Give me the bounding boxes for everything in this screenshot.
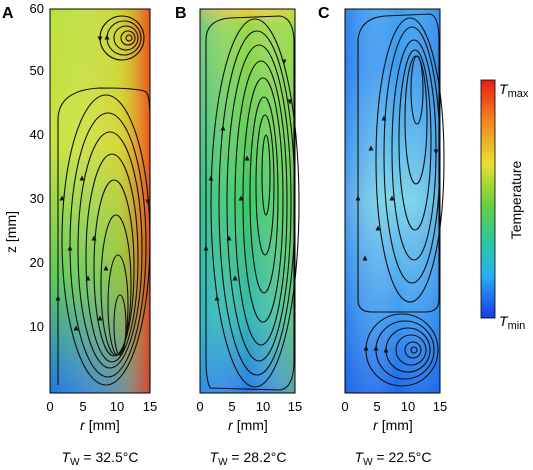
colorbar-min-label: Tmin — [499, 313, 525, 332]
y-axis: 10 20 30 40 50 60 z [mm] — [3, 1, 44, 334]
x-tick-label: 5 — [228, 399, 235, 414]
streamlines-upper-cell — [355, 13, 445, 313]
panel-b: B — [175, 5, 300, 394]
colorbar-title: Temperature — [508, 160, 524, 239]
wall-temperature-caption-a: TW = 32.5°C — [62, 449, 139, 468]
x-tick-label: 10 — [256, 399, 270, 414]
colorbar-gradient — [480, 79, 496, 319]
colorbar-max-label: Tmax — [499, 81, 529, 100]
panel-c: C — [318, 5, 445, 394]
x-axis-c: 0 5 10 15 r [mm] — [341, 399, 447, 433]
panel-letter: C — [318, 5, 330, 22]
x-tick-label: 15 — [288, 399, 302, 414]
x-tick-label: 0 — [196, 399, 203, 414]
x-axis-label: r [mm] — [373, 417, 413, 433]
y-tick-label: 40 — [30, 127, 44, 142]
y-tick-label: 30 — [30, 191, 44, 206]
panel-letter: A — [2, 5, 14, 22]
x-tick-label: 10 — [401, 399, 415, 414]
y-tick-label: 20 — [30, 255, 44, 270]
y-tick-label: 50 — [30, 63, 44, 78]
x-tick-label: 0 — [46, 399, 53, 414]
x-axis-b: 0 5 10 15 r [mm] — [196, 399, 302, 433]
x-tick-label: 5 — [373, 399, 380, 414]
y-axis-label: z [mm] — [3, 211, 19, 253]
colorbar: Tmax Tmin Temperature — [480, 79, 529, 332]
y-tick-label: 10 — [30, 319, 44, 334]
x-tick-label: 10 — [110, 399, 124, 414]
x-tick-label: 0 — [341, 399, 348, 414]
temperature-wall-gradient — [345, 9, 440, 393]
streamlines-lower-cell — [55, 87, 151, 386]
x-axis-a: 0 5 10 15 r [mm] — [46, 399, 157, 433]
streamlines-single-cell — [203, 15, 300, 391]
x-tick-label: 15 — [433, 399, 447, 414]
x-axis-label: r [mm] — [80, 417, 120, 433]
wall-temperature-caption-b: TW = 28.2°C — [210, 449, 287, 468]
wall-temperature-caption-c: TW = 22.5°C — [355, 449, 432, 468]
temperature-wall-gradient — [200, 9, 295, 393]
streamlines-upper-cell — [97, 15, 145, 61]
panel-letter: B — [175, 5, 187, 22]
x-tick-label: 5 — [79, 399, 86, 414]
x-tick-label: 15 — [143, 399, 157, 414]
temperature-wall-gradient — [50, 9, 150, 393]
x-axis-label: r [mm] — [228, 417, 268, 433]
y-tick-label: 60 — [30, 1, 44, 16]
streamlines-lower-cell — [363, 313, 439, 387]
panel-a: A — [2, 5, 151, 394]
